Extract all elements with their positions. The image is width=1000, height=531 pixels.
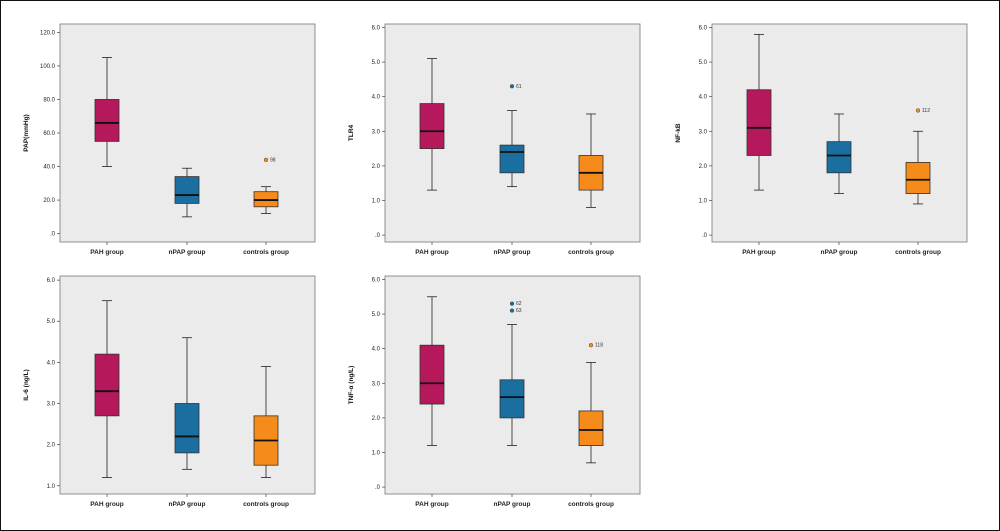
il6-category-label: controls group	[243, 501, 289, 508]
tnfa-boxplot-panel: .0 1.0 2.0 3.0 4.0 5.0 6.0 TNF-α (ng/L) PAH grou…	[348, 275, 641, 508]
pap-ytick-label: 60.0	[43, 131, 55, 137]
tlr4-category-label: controls group	[568, 249, 614, 256]
nfkb-box-3-outlier-point	[915, 108, 921, 113]
il6-ylabel: IL-6 (ng/L)	[23, 369, 30, 400]
nfkb-ytick-label: 4.0	[699, 95, 708, 101]
pap-ytick-label: 20.0	[43, 198, 55, 204]
nfkb-ytick-label: 1.0	[699, 198, 708, 204]
il6-ytick-label: 6.0	[47, 278, 56, 284]
tlr4-ytick-label: 6.0	[372, 25, 381, 31]
il6-boxplot-panel: 1.0 2.0 3.0 4.0 5.0 6.0 IL-6 (ng/L) PAH group nP…	[23, 275, 316, 508]
tnfa-ytick-label: 1.0	[372, 450, 381, 456]
tnfa-ytick-label: 4.0	[372, 347, 381, 353]
tlr4-category-label: PAH group	[415, 249, 448, 256]
pap-box-2-iqr-box	[174, 176, 200, 204]
pap-box-3-outlier-label: 98	[270, 157, 276, 163]
nfkb-ytick-label: 2.0	[699, 164, 708, 170]
tlr4-category-label: nPAP group	[494, 249, 531, 256]
tlr4-box-2-outlier-label: 61	[516, 84, 522, 90]
tlr4-plot-area	[384, 23, 641, 243]
tlr4-ytick-label: .0	[375, 233, 381, 239]
il6-ytick-label: 5.0	[47, 319, 56, 325]
tnfa-box-3-outlier-label: 118	[595, 343, 603, 349]
pap-ytick-label: 100.0	[40, 64, 56, 70]
pap-box-1-iqr-box	[94, 99, 120, 142]
nfkb-box-3-outlier-label: 112	[922, 108, 930, 114]
tnfa-ytick-label: 6.0	[372, 277, 381, 283]
il6-ytick-label: 2.0	[47, 443, 56, 449]
tlr4-ytick-label: 1.0	[372, 198, 381, 204]
pap-category-label: nPAP group	[169, 249, 206, 256]
pap-ytick-label: 80.0	[43, 97, 55, 103]
tnfa-ytick-label: 3.0	[372, 381, 381, 387]
tnfa-category-label: nPAP group	[494, 501, 531, 508]
nfkb-ytick-label: 3.0	[699, 129, 708, 135]
nfkb-box-2-iqr-box	[826, 141, 852, 174]
il6-box-2-iqr-box	[174, 403, 200, 454]
pap-ytick-label: .0	[50, 232, 56, 238]
nfkb-box-3-iqr-box	[905, 162, 931, 194]
pap-boxplot-panel: .0 20.0 40.0 60.0 80.0 100.0 120.0 PAP(mmHg) PAH…	[23, 23, 316, 256]
nfkb-category-label: controls group	[895, 249, 941, 256]
tnfa-ytick-label: 5.0	[372, 312, 381, 318]
tnfa-box-2-outlier-label: 62	[516, 301, 522, 307]
tnfa-category-label: controls group	[568, 501, 614, 508]
nfkb-ylabel: NF-kB	[675, 123, 682, 142]
tnfa-ytick-label: 2.0	[372, 416, 381, 422]
tnfa-box-3-outlier-point	[588, 343, 594, 348]
tnfa-ytick-label: .0	[375, 485, 381, 491]
tlr4-ytick-label: 4.0	[372, 95, 381, 101]
pap-ytick-label: 40.0	[43, 165, 55, 171]
nfkb-ytick-label: 6.0	[699, 25, 708, 31]
il6-category-label: PAH group	[90, 501, 123, 508]
tlr4-box-2-outlier-point	[509, 84, 515, 89]
nfkb-category-label: nPAP group	[821, 249, 858, 256]
pap-category-label: PAH group	[90, 249, 123, 256]
nfkb-boxplot-panel: .0 1.0 2.0 3.0 4.0 5.0 6.0 NF-kB PAH group nPAP g…	[675, 23, 968, 256]
il6-box-1-iqr-box	[94, 353, 120, 417]
tlr4-ytick-label: 3.0	[372, 129, 381, 135]
tlr4-box-2-iqr-box	[499, 144, 525, 174]
il6-ytick-label: 3.0	[47, 402, 56, 408]
tnfa-ylabel: TNF-α (ng/L)	[348, 366, 355, 405]
pap-ytick-label: 120.0	[40, 30, 56, 36]
nfkb-ytick-label: .0	[702, 233, 708, 239]
tnfa-box-1-iqr-box	[419, 344, 445, 405]
tlr4-ylabel: TLR4	[348, 124, 355, 141]
tnfa-box-3-iqr-box	[578, 410, 604, 446]
nfkb-category-label: PAH group	[742, 249, 775, 256]
il6-ytick-label: 1.0	[47, 484, 56, 490]
tlr4-ytick-label: 2.0	[372, 164, 381, 170]
nfkb-box-1-iqr-box	[746, 89, 772, 156]
tnfa-category-label: PAH group	[415, 501, 448, 508]
tlr4-ytick-label: 5.0	[372, 60, 381, 66]
tlr4-boxplot-panel: .0 1.0 2.0 3.0 4.0 5.0 6.0 TLR4 PAH group nPAP gr…	[348, 23, 641, 256]
il6-category-label: nPAP group	[169, 501, 206, 508]
pap-category-label: controls group	[243, 249, 289, 256]
tnfa-box-2-outlier-point	[509, 308, 515, 313]
tnfa-box-2-iqr-box	[499, 379, 525, 419]
nfkb-ytick-label: 5.0	[699, 60, 708, 66]
tnfa-box-2-outlier-label: 63	[516, 308, 522, 314]
pap-ylabel: PAP(mmHg)	[23, 114, 30, 151]
tnfa-box-2-outlier-point	[509, 301, 515, 306]
tlr4-box-1-iqr-box	[419, 103, 445, 149]
pap-box-3-outlier-point	[263, 157, 269, 162]
il6-ytick-label: 4.0	[47, 360, 56, 366]
